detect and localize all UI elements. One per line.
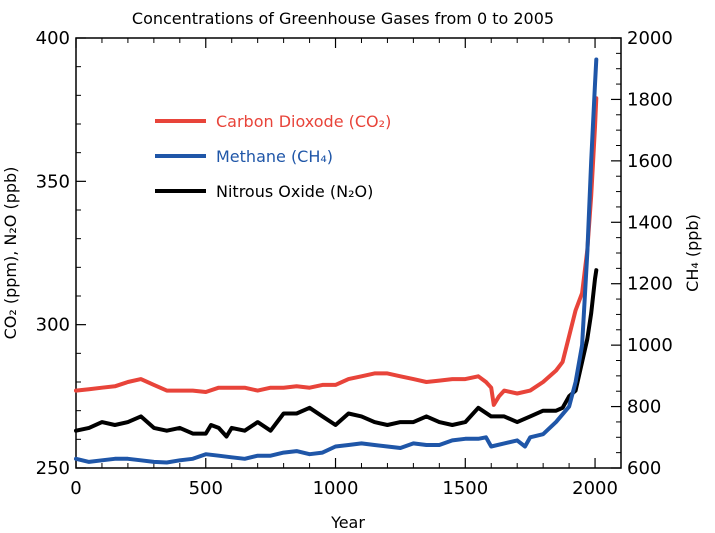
y-axis-label-left: CO₂ (ppm), N₂O (ppb) xyxy=(1,167,20,340)
y-right-tick-label: 1200 xyxy=(627,274,673,295)
axes-ticks: 0 500 1000 1500 2000 250 300 350 400 600 800 1000 12… xyxy=(36,28,673,499)
plot-frame xyxy=(75,37,622,469)
y-axis-label-right: CH₄ (ppb) xyxy=(683,214,702,292)
y-right-tick-label: 1600 xyxy=(627,151,673,172)
legend-label-n2o: Nitrous Oxide (N₂O) xyxy=(216,182,373,201)
y-right-tick-label: 1400 xyxy=(627,212,673,233)
ch4-line xyxy=(74,57,599,465)
y-left-tick-label: 250 xyxy=(36,458,70,479)
y-right-tick-label: 2000 xyxy=(627,28,673,49)
x-axis-label: Year xyxy=(330,513,365,532)
y-right-tick-label: 1000 xyxy=(627,335,673,356)
x-tick-label: 2000 xyxy=(572,478,618,499)
x-tick-label: 500 xyxy=(189,478,223,499)
chart-title: Concentrations of Greenhouse Gases from … xyxy=(132,9,554,28)
y-left-tick-label: 300 xyxy=(36,315,70,336)
legend-label-co2: Carbon Dioxode (CO₂) xyxy=(216,112,391,131)
legend: Carbon Dioxode (CO₂) Methane (CH₄) Nitro… xyxy=(155,112,391,201)
series-lines xyxy=(74,57,599,465)
x-tick-label: 1000 xyxy=(313,478,359,499)
y-right-tick-label: 800 xyxy=(627,397,661,418)
x-tick-label: 0 xyxy=(70,478,81,499)
y-right-tick-label: 1800 xyxy=(627,89,673,110)
y-right-tick-label: 600 xyxy=(627,458,661,479)
x-tick-label: 1500 xyxy=(442,478,488,499)
y-left-tick-label: 400 xyxy=(36,28,70,49)
co2-line xyxy=(74,96,599,407)
y-left-tick-label: 350 xyxy=(36,171,70,192)
legend-label-ch4: Methane (CH₄) xyxy=(216,147,333,166)
n2o-line xyxy=(74,268,599,439)
